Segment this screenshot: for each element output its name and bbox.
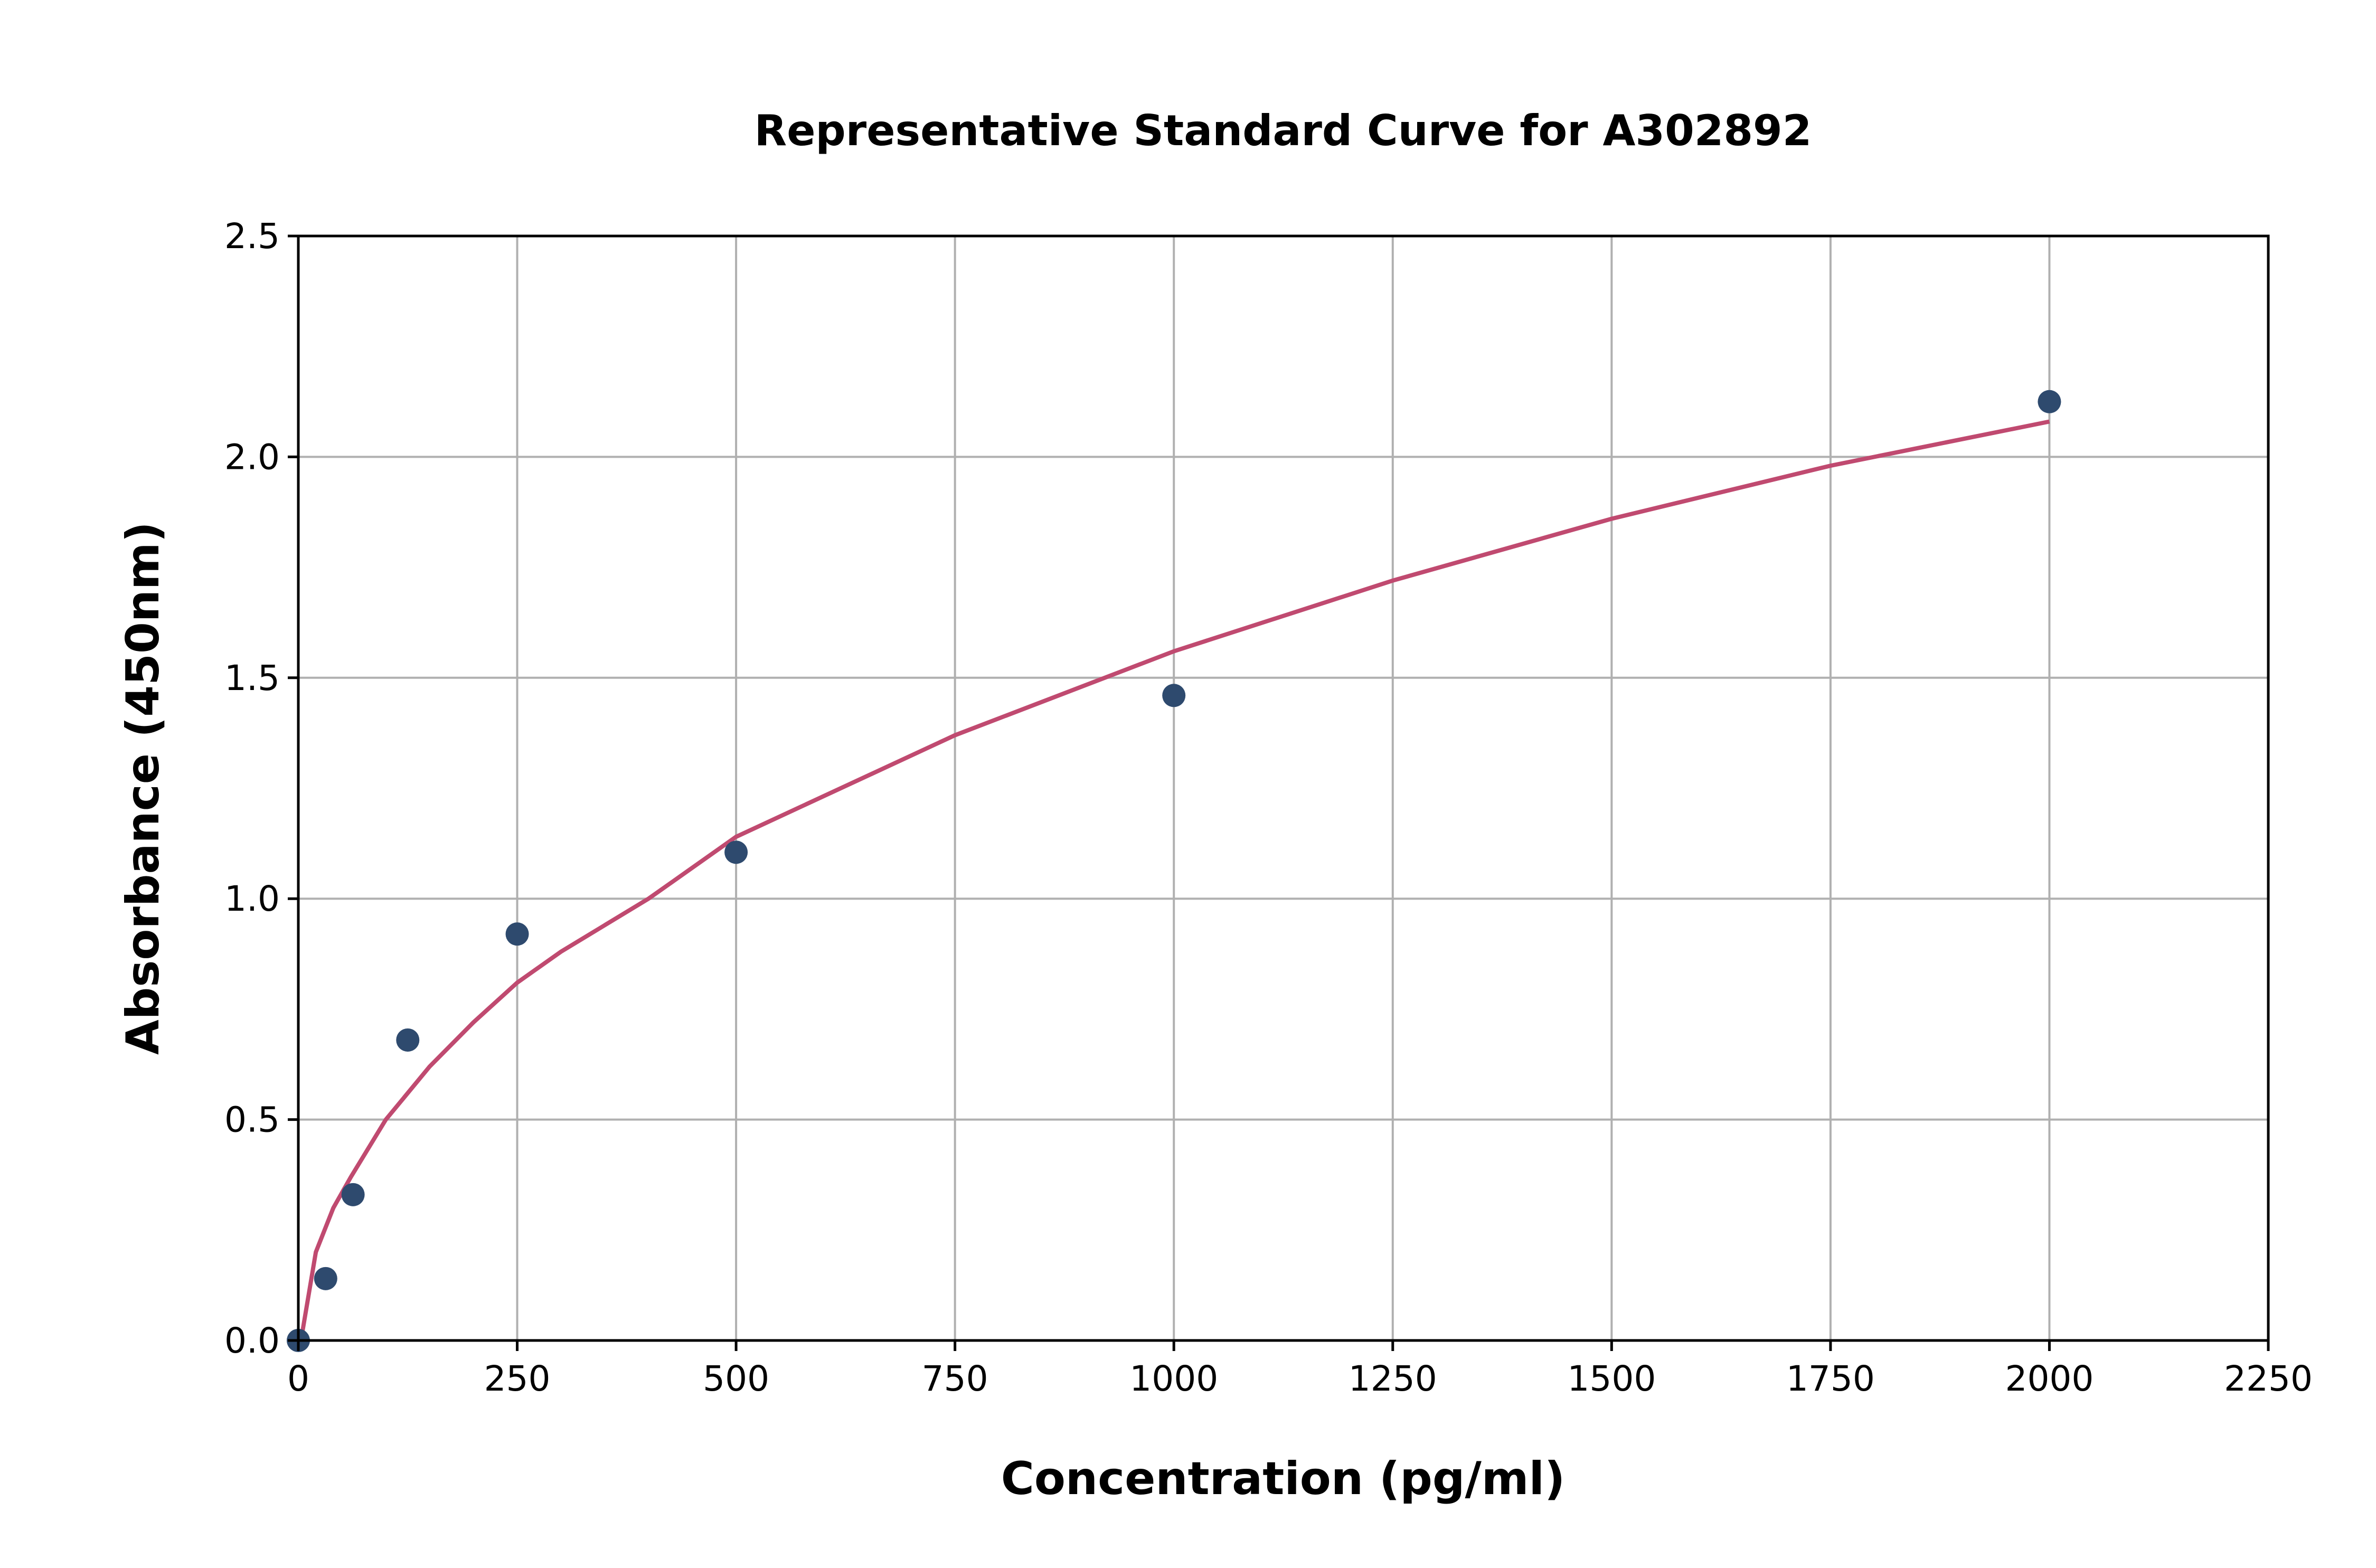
grid [297,235,2269,1342]
data-point [396,1028,420,1052]
y-tick-label: 1.5 [224,658,280,698]
fit-curve-group [299,419,2050,1341]
x-tick-label: 2000 [2005,1358,2094,1399]
x-tick-label: 1250 [1349,1358,1437,1399]
x-ticks: 0 250 500 750 1000 1250 1500 1750 2000 2250 [287,1340,2313,1399]
x-tick-label: 1750 [1786,1358,1875,1399]
chart-title: Representative Standard Curve for A30289… [755,106,1812,155]
x-tick-label: 1000 [1129,1358,1218,1399]
data-points [287,390,2061,1352]
data-point [341,1183,365,1206]
x-tick-label: 2250 [2224,1358,2313,1399]
y-tick-label: 2.0 [224,437,280,477]
y-tick-label: 0.0 [224,1320,280,1361]
y-ticks: 0.0 0.5 1.0 1.5 2.0 2.5 [224,216,298,1361]
x-tick-label: 250 [484,1358,551,1399]
x-axis-label: Concentration (pg/ml) [1001,1452,1566,1505]
y-tick-label: 0.5 [224,1100,280,1140]
x-tick-label: 0 [287,1358,309,1399]
data-point [1162,684,1186,707]
data-point [505,922,529,946]
y-tick-label: 1.0 [224,879,280,919]
data-point [724,840,748,864]
fit-curve [299,419,2050,1341]
x-tick-label: 750 [922,1358,988,1399]
y-axis-label: Absorbance (450nm) [117,522,169,1055]
x-tick-label: 1500 [1567,1358,1656,1399]
plot-frame [297,234,2270,1342]
data-point [314,1267,337,1290]
x-tick-label: 500 [703,1358,769,1399]
y-tick-label: 2.5 [224,216,280,257]
data-point [2038,390,2061,413]
